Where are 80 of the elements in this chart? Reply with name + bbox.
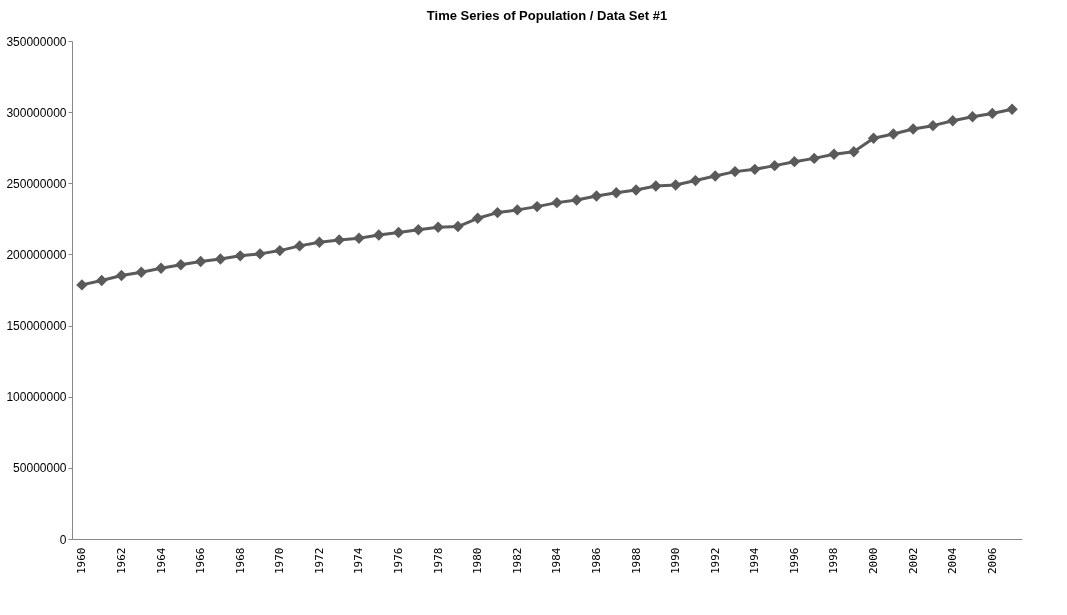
chart-title: Time Series of Population / Data Set #1 <box>426 8 668 23</box>
point <box>867 132 880 145</box>
y-tick-label: 100000000 <box>6 390 67 405</box>
x-tick-label: 2006 <box>985 547 999 574</box>
point <box>927 119 939 132</box>
point <box>551 196 563 209</box>
x-tick-label: 1968 <box>233 547 247 574</box>
x-tick-label: 1974 <box>352 547 366 574</box>
x-tick-label: 1986 <box>589 547 603 574</box>
x-tick-label: 2004 <box>946 547 960 574</box>
point <box>689 174 702 187</box>
y-tick-label: 200000000 <box>6 247 67 262</box>
point <box>1006 103 1018 115</box>
point <box>788 155 801 168</box>
point <box>214 253 227 265</box>
point <box>531 200 543 213</box>
x-tick-label: 1984 <box>550 547 564 574</box>
point <box>590 190 603 202</box>
point <box>570 194 583 206</box>
y-tick-label: 50000000 <box>13 461 67 476</box>
point <box>155 262 167 274</box>
point <box>76 279 88 291</box>
x-tick-label: 1994 <box>748 547 762 574</box>
x-tick-label: 1972 <box>312 547 326 574</box>
point <box>966 110 979 123</box>
y-tick-label: 0 <box>59 532 67 547</box>
point <box>333 234 345 246</box>
point <box>115 269 128 282</box>
point <box>234 250 246 262</box>
point <box>452 220 464 233</box>
x-tick-label: 1996 <box>787 547 801 574</box>
x-tick-label: 2000 <box>867 547 881 574</box>
point <box>373 229 385 241</box>
point <box>392 226 405 239</box>
x-tick-label: 1988 <box>629 547 643 574</box>
point <box>887 128 900 140</box>
point <box>432 221 444 233</box>
x-tick-label: 1964 <box>154 547 168 574</box>
point <box>313 236 326 248</box>
y-tick-label: 150000000 <box>6 319 67 334</box>
point <box>353 232 365 244</box>
x-tick-label: 1976 <box>392 547 406 574</box>
x-tick-label: 1970 <box>273 547 287 574</box>
point <box>848 146 860 158</box>
point <box>808 152 820 165</box>
y-tick-label: 300000000 <box>6 105 67 120</box>
x-tick-label: 1990 <box>669 547 683 574</box>
point <box>650 180 662 192</box>
x-tick-label: 2002 <box>906 547 920 574</box>
point <box>472 212 484 224</box>
point <box>491 206 504 219</box>
x-tick-label: 1966 <box>194 547 208 574</box>
point <box>511 204 524 216</box>
point <box>412 224 425 236</box>
point <box>254 248 266 260</box>
point <box>274 244 286 257</box>
x-tick-label: 1982 <box>510 547 524 574</box>
point <box>749 163 761 176</box>
point <box>828 148 840 160</box>
point <box>907 123 919 135</box>
point <box>293 240 306 252</box>
x-tick-label: 1980 <box>471 547 485 574</box>
point <box>95 274 108 287</box>
point <box>729 165 741 178</box>
x-tick-label: 1960 <box>75 547 89 574</box>
x-tick-label: 1962 <box>114 547 128 574</box>
point <box>768 159 781 172</box>
x-tick-label: 1978 <box>431 547 445 574</box>
point <box>194 255 207 268</box>
x-tick-label: 1992 <box>708 547 722 574</box>
y-tick-label: 350000000 <box>6 34 67 49</box>
point <box>630 184 642 196</box>
point <box>610 186 622 199</box>
point <box>986 107 999 120</box>
point <box>947 114 959 127</box>
x-tick-label: 1998 <box>827 547 841 574</box>
point <box>175 259 187 271</box>
point <box>709 170 721 182</box>
point <box>135 266 147 278</box>
y-tick-label: 250000000 <box>6 176 67 191</box>
